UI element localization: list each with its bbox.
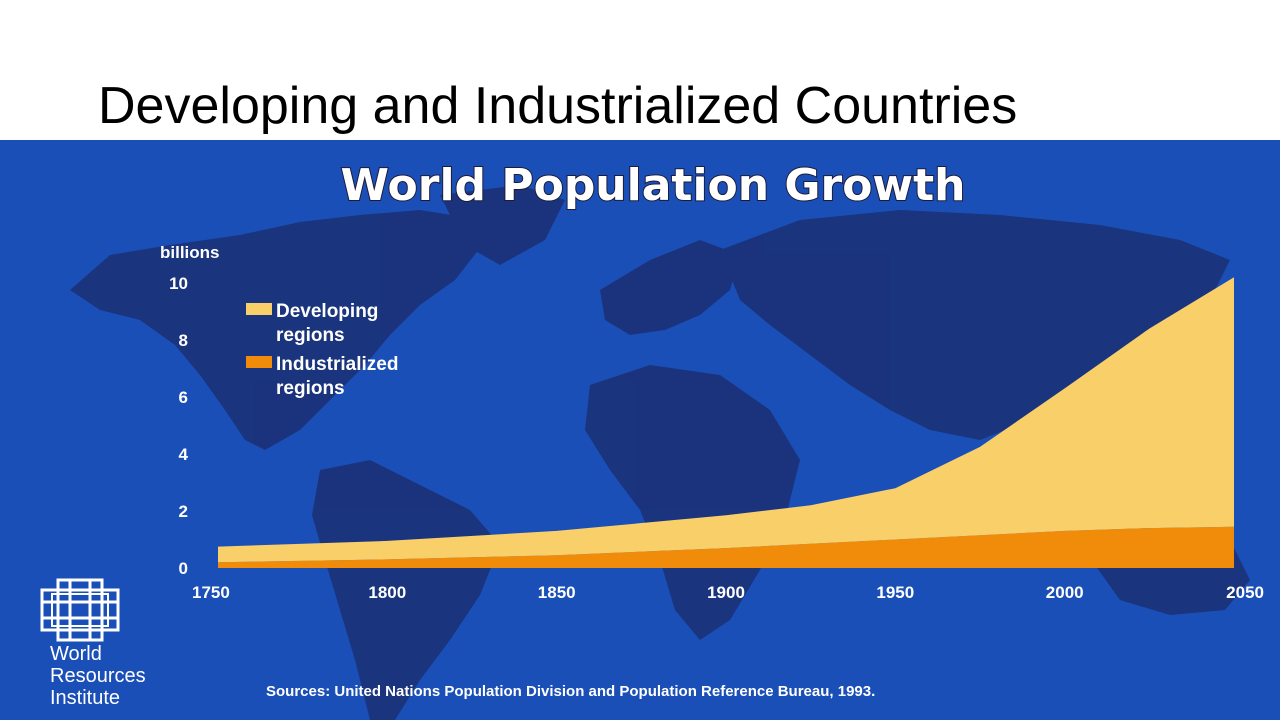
africa-shape (585, 365, 800, 640)
x-tick-label: 1900 (707, 583, 745, 602)
population-chart: World Population Growth billions 0 2 4 6 8 10… (40, 159, 1264, 720)
area-developing-regions (218, 277, 1234, 563)
x-tick-label: 2000 (1046, 583, 1084, 602)
y-tick-label: 2 (179, 502, 188, 521)
greenland-shape (440, 185, 565, 265)
y-axis-ticks: 0 2 4 6 8 10 (169, 274, 188, 578)
world-resources-institute-logo-icon (40, 578, 120, 642)
chart-legend: Developing regions Industrialized regions (246, 301, 398, 399)
x-tick-label: 2050 (1226, 583, 1264, 602)
logo-line-2: Resources (50, 665, 146, 687)
y-tick-label: 4 (179, 445, 189, 464)
legend-label: regions (276, 325, 345, 346)
legend-label: regions (276, 378, 345, 399)
logo-line-1: World (50, 643, 102, 665)
legend-swatch (246, 303, 272, 315)
x-tick-label: 1850 (538, 583, 576, 602)
y-tick-label: 0 (179, 559, 188, 578)
legend-label: Developing (276, 301, 378, 322)
north-america-shape (70, 210, 480, 450)
x-axis-ticks: 1750 1800 1850 1900 1950 2000 2050 (192, 583, 1264, 602)
logo-line-3: Institute (50, 687, 120, 709)
world-map-background (70, 185, 1250, 720)
area-industrialized-regions (218, 526, 1234, 568)
area-layer (218, 277, 1234, 568)
asia-shape (720, 210, 1230, 440)
legend-label: Industrialized (276, 354, 398, 375)
x-tick-label: 1800 (368, 583, 406, 602)
europe-shape (600, 240, 740, 335)
x-tick-label: 1750 (192, 583, 230, 602)
y-tick-label: 10 (169, 274, 188, 293)
slide-title: Developing and Industrialized Countries (98, 77, 1018, 135)
legend-swatch (246, 356, 272, 368)
y-tick-label: 6 (179, 388, 188, 407)
south-america-shape (312, 460, 500, 720)
chart-figure: World Population Growth billions 0 2 4 6 8 10… (0, 140, 1280, 720)
x-tick-label: 1950 (876, 583, 914, 602)
chart-title: World Population Growth (341, 160, 966, 211)
y-tick-label: 8 (179, 331, 188, 350)
source-note: Sources: United Nations Population Divis… (266, 683, 875, 700)
y-axis-unit-label: billions (160, 243, 220, 262)
